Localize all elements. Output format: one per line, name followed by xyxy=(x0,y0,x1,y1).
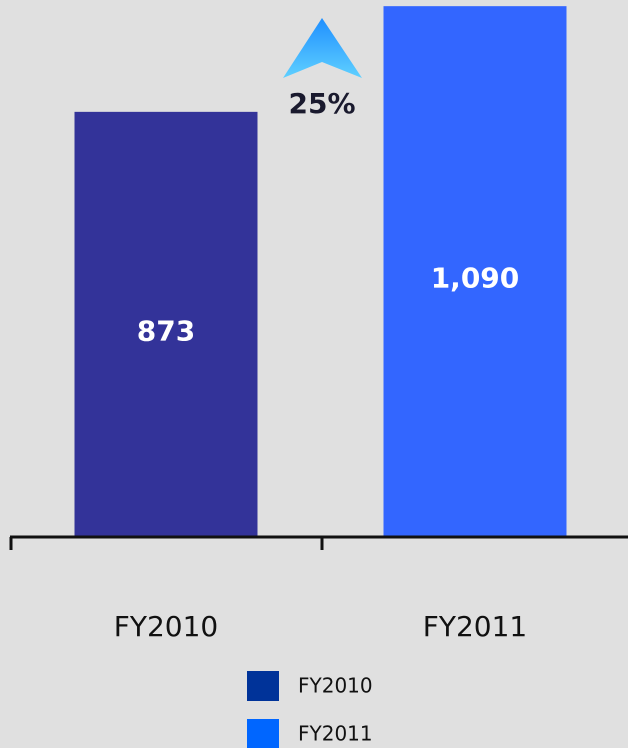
legend-swatch xyxy=(247,671,279,701)
legend-swatch xyxy=(247,719,279,748)
value-label: 1,090 xyxy=(431,262,520,295)
increase-arrow xyxy=(283,18,362,78)
x-tick-label: FY2011 xyxy=(423,610,527,643)
value-label: 873 xyxy=(137,314,195,347)
annotation: 25% xyxy=(288,87,355,120)
legend-label: FY2011 xyxy=(298,722,373,746)
bar xyxy=(383,6,567,538)
legend-label: FY2010 xyxy=(298,674,373,698)
bar xyxy=(74,111,258,537)
x-tick-label: FY2010 xyxy=(114,610,218,643)
